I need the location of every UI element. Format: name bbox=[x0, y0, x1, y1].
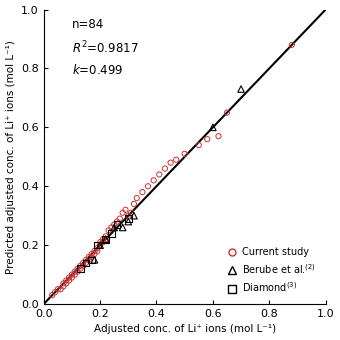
Point bbox=[83, 260, 89, 266]
Point bbox=[103, 237, 108, 242]
Point bbox=[78, 266, 83, 271]
Point bbox=[196, 142, 202, 148]
Point bbox=[103, 234, 108, 239]
Point bbox=[216, 134, 221, 139]
Point bbox=[97, 242, 103, 248]
Point bbox=[95, 245, 100, 251]
Point bbox=[129, 210, 134, 216]
Point bbox=[103, 237, 108, 242]
Point bbox=[182, 151, 187, 156]
Point bbox=[92, 251, 97, 257]
Point bbox=[52, 290, 58, 295]
Point bbox=[78, 266, 83, 271]
Point bbox=[100, 237, 106, 242]
Point bbox=[97, 239, 103, 245]
Point bbox=[89, 254, 95, 260]
Point bbox=[162, 166, 168, 171]
Point bbox=[61, 281, 66, 286]
Point bbox=[125, 216, 131, 221]
Point bbox=[69, 272, 75, 277]
Point bbox=[61, 284, 66, 289]
Point bbox=[89, 251, 95, 257]
X-axis label: Adjusted conc. of Li⁺ ions (mol L⁻¹): Adjusted conc. of Li⁺ ions (mol L⁻¹) bbox=[94, 324, 276, 335]
Point bbox=[66, 278, 72, 283]
Point bbox=[78, 263, 83, 269]
Point bbox=[95, 242, 100, 248]
Point bbox=[66, 275, 72, 280]
Point bbox=[81, 263, 86, 269]
Point bbox=[103, 237, 108, 242]
Point bbox=[86, 257, 91, 262]
Point bbox=[114, 219, 120, 224]
Point bbox=[114, 222, 120, 227]
Point bbox=[238, 86, 244, 92]
Point bbox=[125, 213, 131, 218]
Point bbox=[125, 219, 131, 224]
Point bbox=[173, 157, 179, 163]
Point bbox=[120, 225, 125, 230]
Point bbox=[131, 213, 137, 218]
Text: n=84
$R^2$=0.9817
$k$=0.499: n=84 $R^2$=0.9817 $k$=0.499 bbox=[72, 18, 138, 77]
Point bbox=[168, 160, 173, 165]
Point bbox=[106, 228, 111, 233]
Point bbox=[64, 278, 69, 283]
Point bbox=[204, 136, 210, 142]
Point bbox=[75, 266, 80, 271]
Point bbox=[120, 210, 125, 216]
Point bbox=[86, 254, 91, 260]
Legend: Current study, Berube et al.$^{(2)}$, Diamond$^{(3)}$: Current study, Berube et al.$^{(2)}$, Di… bbox=[225, 245, 318, 296]
Point bbox=[72, 269, 78, 274]
Point bbox=[100, 239, 106, 245]
Point bbox=[289, 42, 294, 48]
Point bbox=[109, 225, 114, 230]
Point bbox=[49, 292, 55, 298]
Point bbox=[131, 201, 137, 207]
Point bbox=[64, 281, 69, 286]
Point bbox=[95, 248, 100, 254]
Point bbox=[89, 257, 95, 262]
Point bbox=[83, 260, 89, 266]
Point bbox=[112, 225, 117, 230]
Point bbox=[69, 275, 75, 280]
Point bbox=[210, 125, 216, 130]
Point bbox=[75, 269, 80, 274]
Point bbox=[72, 272, 78, 277]
Point bbox=[83, 257, 89, 262]
Point bbox=[123, 207, 128, 212]
Point bbox=[140, 189, 145, 195]
Point bbox=[58, 287, 63, 292]
Point bbox=[134, 195, 139, 201]
Point bbox=[109, 231, 114, 236]
Point bbox=[145, 184, 151, 189]
Point bbox=[224, 110, 230, 115]
Point bbox=[117, 216, 122, 221]
Point bbox=[157, 172, 162, 177]
Point bbox=[151, 177, 156, 183]
Point bbox=[97, 242, 103, 248]
Point bbox=[112, 222, 117, 227]
Point bbox=[92, 257, 97, 262]
Y-axis label: Predicted adjusted conc. of Li⁺ ions (mol L⁻¹): Predicted adjusted conc. of Li⁺ ions (mo… bbox=[5, 40, 16, 274]
Point bbox=[81, 260, 86, 266]
Point bbox=[92, 248, 97, 254]
Point bbox=[55, 287, 61, 292]
